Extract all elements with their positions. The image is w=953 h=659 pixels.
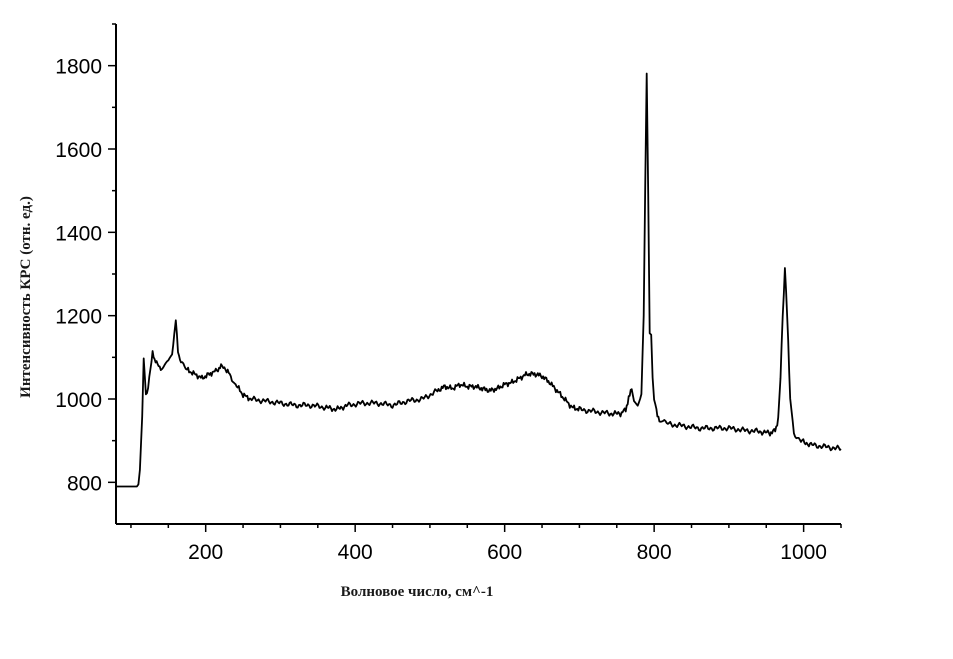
y-tick-label: 1000 [55,389,102,412]
y-tick-label: 1200 [55,306,102,329]
y-tick-label: 1400 [55,222,102,245]
y-tick-label: 1600 [55,139,102,162]
series-group [116,72,842,488]
series-line-0 [116,72,842,488]
y-axis-title: Интенсивность КРС (отн. ед.) [18,196,34,398]
x-tick-label: 800 [637,541,672,564]
x-axis-title: Волновое число, см^-1 [341,584,494,600]
x-tick-labels: 200 400 600 800 1000 [188,541,827,564]
x-tick-label: 600 [487,541,522,564]
x-tick-label: 200 [188,541,223,564]
y-tick-labels: 800 1000 1200 1400 1600 1800 [55,56,102,496]
y-tick-label: 1800 [55,56,102,79]
tick-marks [108,23,842,532]
x-tick-label: 1000 [780,541,827,564]
x-tick-label: 400 [338,541,373,564]
y-tick-label: 800 [67,472,102,495]
axes [115,24,841,525]
